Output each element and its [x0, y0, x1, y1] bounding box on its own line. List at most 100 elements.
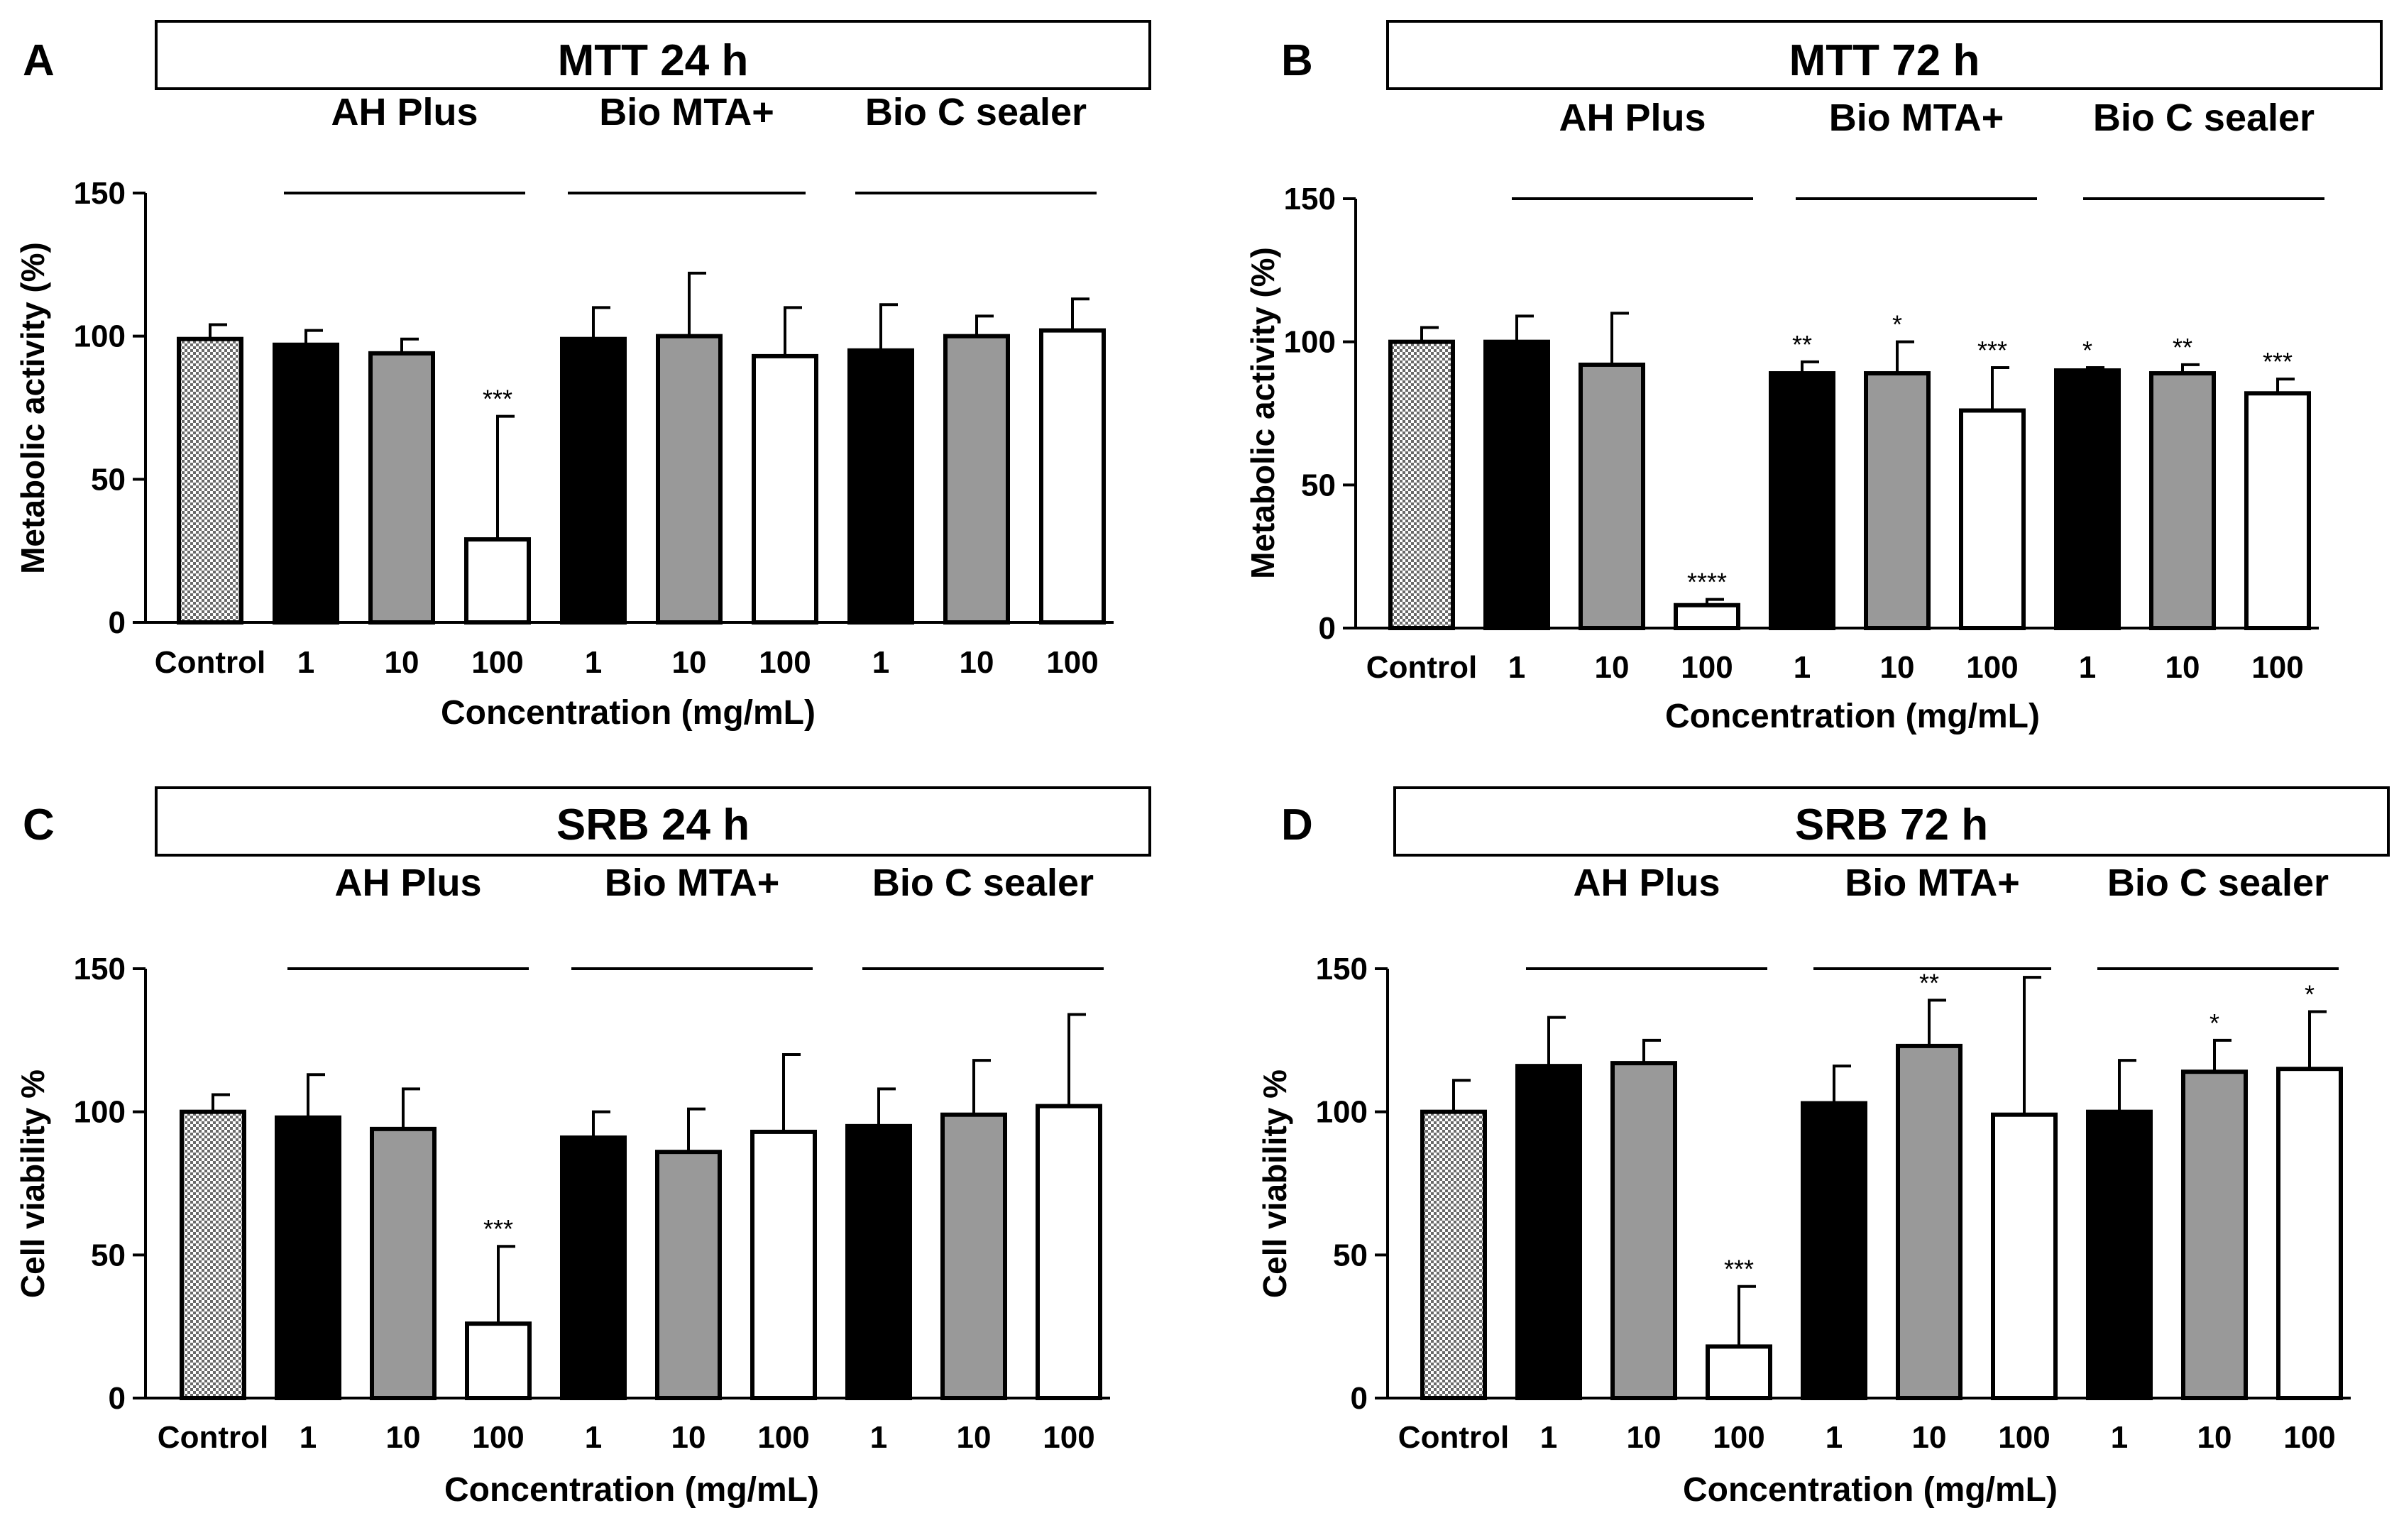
bar: [2181, 1069, 2248, 1400]
x-tick-label: 1: [1794, 650, 1811, 685]
y-tick-label: 100: [1284, 325, 1336, 360]
y-tick-label: 0: [109, 605, 126, 640]
group-label: AH Plus: [1559, 97, 1706, 139]
bar: [656, 334, 723, 625]
group-label: AH Plus: [1573, 862, 1720, 904]
y-tick-label: 50: [91, 1238, 126, 1272]
bar: [1515, 1064, 1582, 1400]
bar: [177, 336, 243, 625]
bar: [1864, 371, 1931, 630]
bar: [1388, 339, 1455, 630]
x-tick-label: Control: [158, 1420, 268, 1455]
bar: [2149, 371, 2216, 630]
y-axis-title: Metabolic activity (%): [14, 242, 51, 574]
y-tick-label: 0: [1319, 611, 1336, 646]
group-label: Bio C sealer: [872, 862, 1094, 904]
y-axis-title: Cell viability %: [14, 1069, 51, 1298]
panel-letter: C: [23, 801, 55, 849]
group-label: Bio C sealer: [865, 91, 1087, 133]
bar: [1959, 408, 2026, 630]
panel-letter: B: [1281, 36, 1313, 85]
y-axis-title: Metabolic activity (%): [1244, 247, 1281, 579]
significance-label: ****: [1687, 568, 1727, 597]
bar: [940, 1112, 1007, 1400]
x-axis-title: Concentration (mg/mL): [441, 694, 816, 732]
significance-label: *: [2209, 1008, 2219, 1038]
x-tick-label: 100: [1043, 1420, 1094, 1455]
significance-label: **: [2173, 333, 2192, 362]
bar: [560, 1135, 627, 1400]
x-tick-label: 1: [872, 645, 889, 680]
x-tick-label: 100: [759, 645, 811, 680]
y-tick-label: 50: [1333, 1238, 1368, 1272]
y-tick-label: 0: [1351, 1381, 1368, 1416]
bar: [1769, 371, 1835, 630]
x-tick-label: 10: [2165, 650, 2200, 685]
x-tick-label: 100: [1681, 650, 1733, 685]
group-label: AH Plus: [331, 91, 478, 133]
group-label: Bio C sealer: [2107, 862, 2329, 904]
chart-panel-C: C SRB 24 h AH Plus Bio MTA+ Bio C sealer 0 50 1…: [14, 786, 1151, 1509]
significance-label: ***: [483, 1214, 513, 1243]
x-axis-title: Concentration (mg/mL): [1683, 1471, 2058, 1509]
y-tick-label: 100: [74, 319, 126, 354]
bar: [273, 342, 339, 625]
bar: [1579, 362, 1645, 631]
bar: [1039, 328, 1106, 625]
x-tick-label: 100: [1046, 645, 1098, 680]
x-axis-title: Concentration (mg/mL): [1665, 698, 2040, 735]
y-tick-label: 150: [1284, 182, 1336, 216]
x-tick-label: 10: [671, 1420, 706, 1455]
bar: [655, 1150, 722, 1400]
x-tick-label: 100: [1998, 1420, 2050, 1455]
x-tick-label: 100: [2283, 1420, 2335, 1455]
bar: [752, 353, 818, 625]
y-tick-label: 100: [74, 1095, 126, 1130]
chart-panel-D: D SRB 72 h AH Plus Bio MTA+ Bio C sealer 0 50 1…: [1256, 786, 2390, 1509]
y-tick-label: 150: [1316, 952, 1368, 986]
y-axis-title: Cell viability %: [1256, 1069, 1293, 1298]
y-tick-label: 50: [91, 462, 126, 497]
x-tick-label: 100: [472, 1420, 524, 1455]
x-tick-label: 1: [2079, 650, 2096, 685]
bar: [1483, 339, 1550, 630]
x-tick-label: Control: [155, 645, 265, 680]
x-axis-title: Concentration (mg/mL): [444, 1471, 819, 1509]
bar: [2276, 1067, 2343, 1400]
chart-title: MTT 72 h: [1789, 36, 1980, 85]
significance-label: *: [1892, 310, 1902, 339]
x-tick-label: 1: [585, 645, 602, 680]
x-tick-label: 10: [1880, 650, 1915, 685]
bar: [1991, 1112, 2058, 1400]
x-tick-label: Control: [1366, 650, 1477, 685]
x-tick-label: 10: [960, 645, 994, 680]
significance-label: **: [1792, 330, 1812, 359]
chart-title: MTT 24 h: [558, 36, 749, 85]
x-tick-label: 1: [1508, 650, 1525, 685]
x-tick-label: 1: [1540, 1420, 1557, 1455]
x-tick-label: 100: [757, 1420, 809, 1455]
bar: [2054, 368, 2121, 630]
title-box: [1386, 20, 2383, 90]
y-tick-label: 100: [1316, 1095, 1368, 1130]
chart-panel-B: B MTT 72 h AH Plus Bio MTA+ Bio C sealer 0 50 1…: [1244, 20, 2383, 735]
x-tick-label: 100: [2251, 650, 2303, 685]
group-label: Bio MTA+: [1845, 862, 2019, 904]
x-tick-label: 10: [386, 1420, 421, 1455]
y-tick-label: 0: [109, 1381, 126, 1416]
bar: [370, 1126, 437, 1401]
chart-title: SRB 72 h: [1795, 801, 1988, 849]
group-label: Bio MTA+: [1829, 97, 2004, 139]
x-tick-label: 1: [1826, 1420, 1843, 1455]
title-box: [155, 786, 1151, 857]
title-box: [1393, 786, 2390, 857]
bar: [465, 1321, 532, 1400]
bar: [845, 1123, 912, 1401]
significance-label: **: [1919, 968, 1939, 997]
group-label: AH Plus: [334, 862, 481, 904]
x-tick-label: 1: [585, 1420, 602, 1455]
bar: [1036, 1104, 1102, 1400]
x-tick-label: 100: [471, 645, 523, 680]
x-tick-label: 10: [2197, 1420, 2232, 1455]
